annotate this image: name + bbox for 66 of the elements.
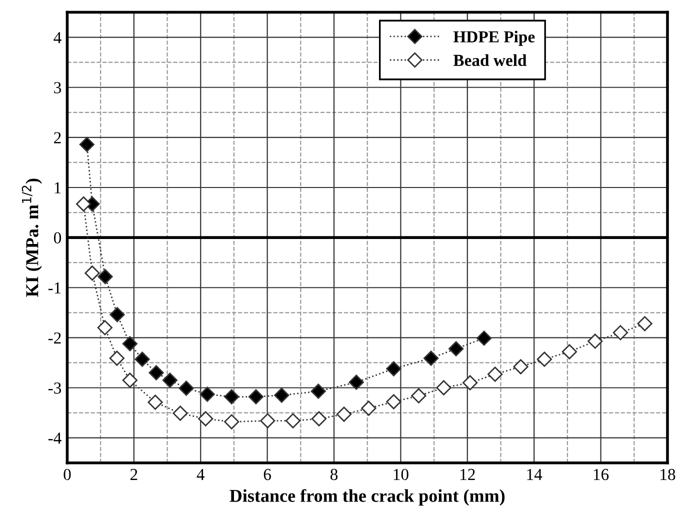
- point: [148, 394, 163, 410]
- y-tick-label: 0: [54, 232, 62, 244]
- point: [122, 336, 138, 352]
- point: [513, 359, 528, 374]
- y-tick-label: 1: [54, 182, 61, 194]
- point: [612, 325, 628, 340]
- point: [310, 384, 326, 399]
- point: [224, 389, 240, 404]
- y-tick-label: 2: [54, 132, 61, 144]
- x-axis-title: Distance from the crack point (mm): [230, 489, 505, 506]
- point: [386, 361, 402, 376]
- point: [248, 389, 264, 404]
- point: [423, 350, 439, 366]
- point: [411, 388, 426, 404]
- point: [462, 375, 478, 390]
- x-tick-label: 2: [130, 468, 138, 480]
- point: [285, 413, 301, 428]
- legend-label: HDPE Pipe: [453, 30, 535, 46]
- y-axis-title: KI (MPa. m$^{1/2}$): [22, 178, 42, 297]
- point: [386, 394, 402, 410]
- point: [336, 406, 352, 422]
- point: [110, 307, 125, 322]
- x-tick-label: 6: [264, 468, 271, 480]
- point: [198, 411, 214, 426]
- point: [588, 334, 603, 349]
- point: [200, 386, 215, 402]
- point: [109, 350, 124, 366]
- point: [97, 320, 112, 336]
- point: [84, 266, 100, 281]
- legend-label: Bead weld: [453, 54, 527, 66]
- point: [79, 136, 94, 152]
- x-tick-label: 0: [64, 468, 71, 480]
- point: [122, 372, 138, 388]
- point: [311, 411, 327, 426]
- x-tick-label: 12: [460, 468, 475, 480]
- point: [361, 400, 376, 416]
- point: [76, 196, 92, 212]
- y-tick-label: 3: [54, 82, 62, 94]
- point: [637, 316, 652, 332]
- point: [162, 372, 178, 388]
- point: [348, 374, 364, 390]
- y-tick-label: -2: [48, 332, 61, 344]
- point: [488, 366, 503, 382]
- y-tick-label: 4: [54, 32, 62, 44]
- point: [172, 406, 188, 421]
- x-tick-label: 4: [196, 468, 205, 480]
- x-tick-label: 14: [527, 468, 542, 480]
- point: [448, 341, 464, 356]
- point: [98, 269, 113, 284]
- point: [536, 352, 552, 367]
- x-tick-label: 10: [394, 468, 408, 480]
- x-tick-label: 8: [330, 468, 338, 480]
- x-tick-label: 18: [660, 468, 676, 480]
- point: [562, 344, 578, 360]
- point: [436, 380, 452, 396]
- point: [274, 388, 290, 403]
- y-tick-label: -1: [48, 282, 61, 294]
- y-tick-label: -4: [48, 432, 62, 444]
- point: [224, 414, 240, 430]
- point: [134, 352, 150, 367]
- point: [148, 365, 164, 380]
- y-tick-label: -3: [48, 382, 62, 394]
- point: [260, 413, 276, 428]
- point: [476, 330, 492, 346]
- point: [178, 380, 194, 396]
- x-tick-label: 16: [594, 468, 609, 480]
